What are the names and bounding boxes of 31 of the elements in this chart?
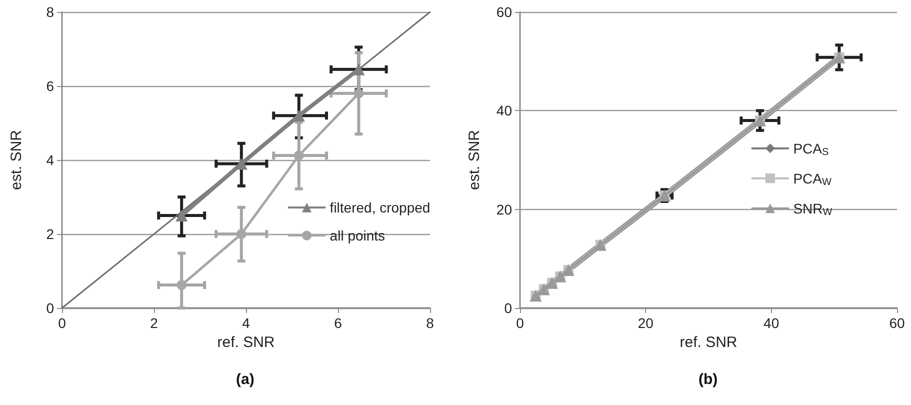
x-tick-label: 0 (516, 315, 524, 331)
y-axis-title: est. SNR (8, 130, 25, 190)
x-tick-label: 4 (242, 315, 250, 331)
x-tick-label: 60 (889, 315, 905, 331)
y-tick-label: 40 (496, 102, 512, 119)
x-tick-label: 40 (764, 315, 780, 331)
y-tick-label: 60 (496, 4, 512, 20)
point (176, 210, 188, 222)
point (176, 280, 187, 290)
point (352, 63, 365, 76)
x-axis-title: ref. SNR (680, 334, 738, 351)
y-tick-label: 0 (46, 300, 54, 316)
text: (a) (236, 371, 254, 388)
x-tick-label: 0 (58, 315, 66, 331)
legend-label: all points (330, 228, 386, 244)
x-tick-label: 20 (638, 315, 654, 331)
y-tick-label: 2 (46, 226, 54, 242)
x-tick-label: 6 (334, 315, 342, 331)
y-tick-label: 20 (496, 201, 512, 218)
x-axis-title: ref. SNR (217, 334, 275, 351)
x-tick-label: 2 (150, 315, 158, 331)
y-tick-label: 4 (46, 152, 54, 168)
y-tick-label: 8 (46, 4, 54, 20)
y-tick-label: 0 (504, 300, 512, 316)
legend-label: filtered, cropped (330, 200, 430, 216)
point (294, 150, 304, 161)
x-tick-label: 8 (426, 315, 434, 331)
point (236, 229, 246, 239)
y-tick-label: 6 (46, 78, 54, 94)
text: (b) (698, 371, 718, 388)
y-axis-title: est. SNR (466, 130, 483, 190)
